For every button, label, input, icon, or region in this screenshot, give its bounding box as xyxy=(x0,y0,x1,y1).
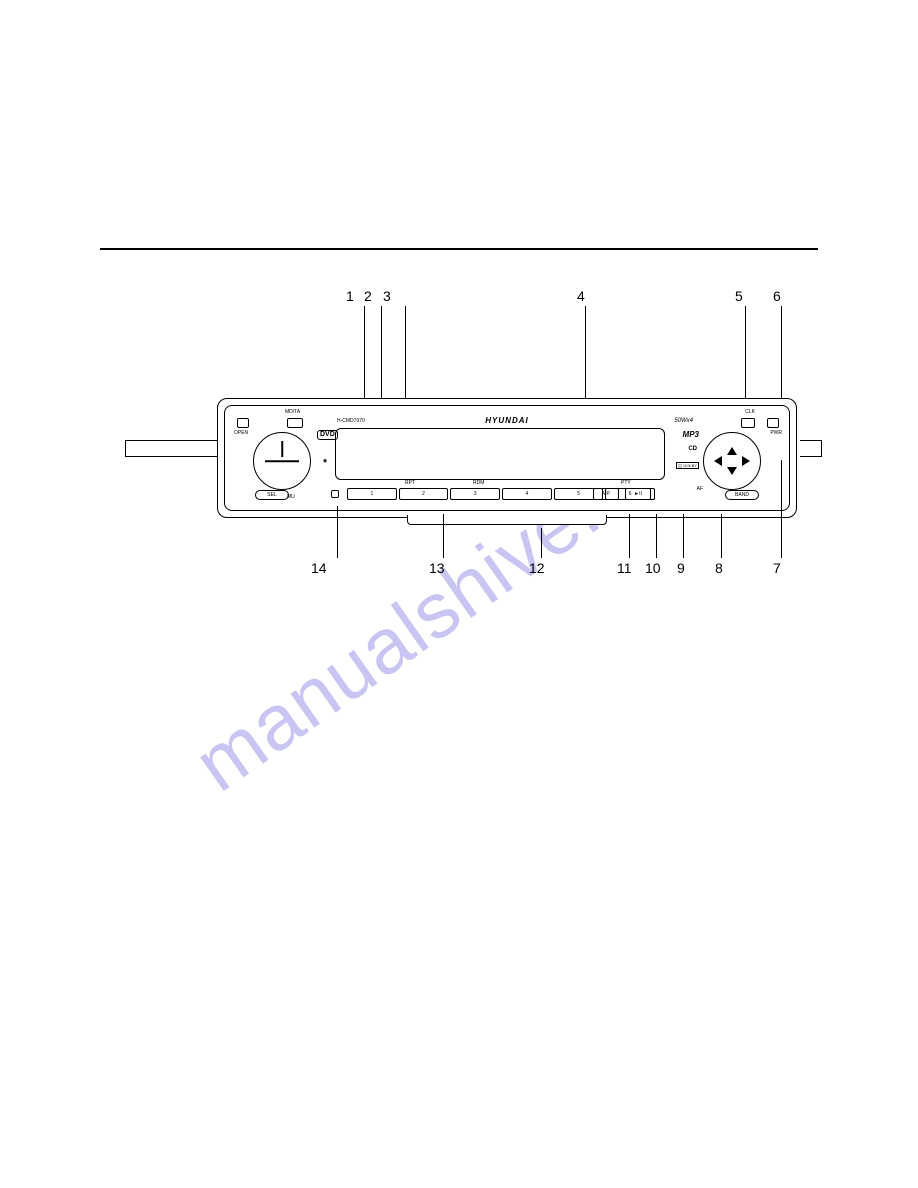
panel-notch xyxy=(407,515,607,525)
preset-1[interactable]: 1 xyxy=(347,488,397,500)
open-label: OPEN xyxy=(234,430,248,436)
af-label: AF xyxy=(697,486,703,492)
side-line-mu xyxy=(125,456,217,457)
radio-inner-frame: HYUNDAI H-CMD7070 50Wx4 OPEN MD/TA CLK P… xyxy=(224,405,790,511)
band-button[interactable]: BAND xyxy=(725,490,759,500)
callout-13: 13 xyxy=(429,560,445,576)
pwr-button[interactable] xyxy=(767,418,779,428)
preset-4[interactable]: 4 xyxy=(502,488,552,500)
model-number: H-CMD7070 xyxy=(337,418,365,424)
side-line-7b xyxy=(800,456,822,457)
callout-line-5 xyxy=(745,306,746,406)
callout-line-14 xyxy=(337,506,338,558)
callout-line-13 xyxy=(443,514,444,558)
callout-11: 11 xyxy=(617,560,632,576)
sel-button[interactable]: SEL xyxy=(255,490,289,500)
callout-10: 10 xyxy=(645,560,661,576)
callout-line-9 xyxy=(683,514,684,558)
callout-line-7 xyxy=(781,460,782,558)
dvd-logo: DVD xyxy=(317,430,338,440)
volume-knob[interactable] xyxy=(253,432,311,490)
callout-14: 14 xyxy=(311,560,327,576)
callout-3: 3 xyxy=(383,288,391,304)
callout-line-8 xyxy=(721,514,722,558)
clk-button[interactable] xyxy=(741,418,755,428)
callout-4: 4 xyxy=(577,288,585,304)
mp3-logo: MP3 xyxy=(683,430,699,439)
pty-label: PTY xyxy=(621,480,631,486)
callout-2: 2 xyxy=(364,288,372,304)
mdta-button[interactable] xyxy=(287,418,303,428)
cd-text-logo: CD xyxy=(688,446,697,452)
callout-line-10 xyxy=(656,514,657,558)
callout-5: 5 xyxy=(735,288,743,304)
ir-sensor xyxy=(331,490,339,498)
play-pause-button[interactable]: ►II xyxy=(625,488,651,500)
callout-line-2 xyxy=(381,306,382,406)
callout-9: 9 xyxy=(677,560,685,576)
wattage-label: 50Wx4 xyxy=(674,418,693,424)
preset-2[interactable]: 2 xyxy=(399,488,449,500)
mdta-label: MD/TA xyxy=(285,409,300,415)
callout-line-7v xyxy=(821,440,822,457)
page: manualshive.com 1 2 3 4 5 6 xyxy=(0,0,918,1188)
callout-1: 1 xyxy=(346,288,354,304)
ap-button[interactable]: A.P. xyxy=(593,488,619,500)
radio-faceplate: HYUNDAI H-CMD7070 50Wx4 OPEN MD/TA CLK P… xyxy=(217,398,797,518)
callout-7: 7 xyxy=(773,560,781,576)
front-panel-diagram: 1 2 3 4 5 6 HYUNDAI H-CMD7070 50W xyxy=(205,288,810,588)
callout-line-1 xyxy=(364,306,365,410)
side-line-7a xyxy=(800,440,822,441)
open-button[interactable] xyxy=(237,418,249,428)
callout-6: 6 xyxy=(773,288,781,304)
callout-8: 8 xyxy=(715,560,723,576)
rpt-label: RPT xyxy=(405,480,415,486)
callout-line-6 xyxy=(781,306,782,406)
brand-logo: HYUNDAI xyxy=(485,416,528,425)
clk-label: CLK xyxy=(745,409,755,415)
cd-logo: ◉ xyxy=(317,458,333,464)
dolby-logo: ▯▯ DOLBY xyxy=(676,462,699,469)
rdm-label: RDM xyxy=(473,480,484,486)
callout-12: 12 xyxy=(529,560,545,576)
lcd-display xyxy=(335,428,665,480)
callout-line-12 xyxy=(541,528,542,558)
preset-3[interactable]: 3 xyxy=(450,488,500,500)
callout-line-11 xyxy=(629,514,630,558)
nav-knob[interactable] xyxy=(703,432,761,490)
side-line-knob xyxy=(125,440,217,441)
content-area: 1 2 3 4 5 6 HYUNDAI H-CMD7070 50W xyxy=(100,248,818,290)
section-divider xyxy=(100,248,818,250)
side-line-left-v xyxy=(125,440,126,457)
pwr-label: PWR xyxy=(770,430,782,436)
